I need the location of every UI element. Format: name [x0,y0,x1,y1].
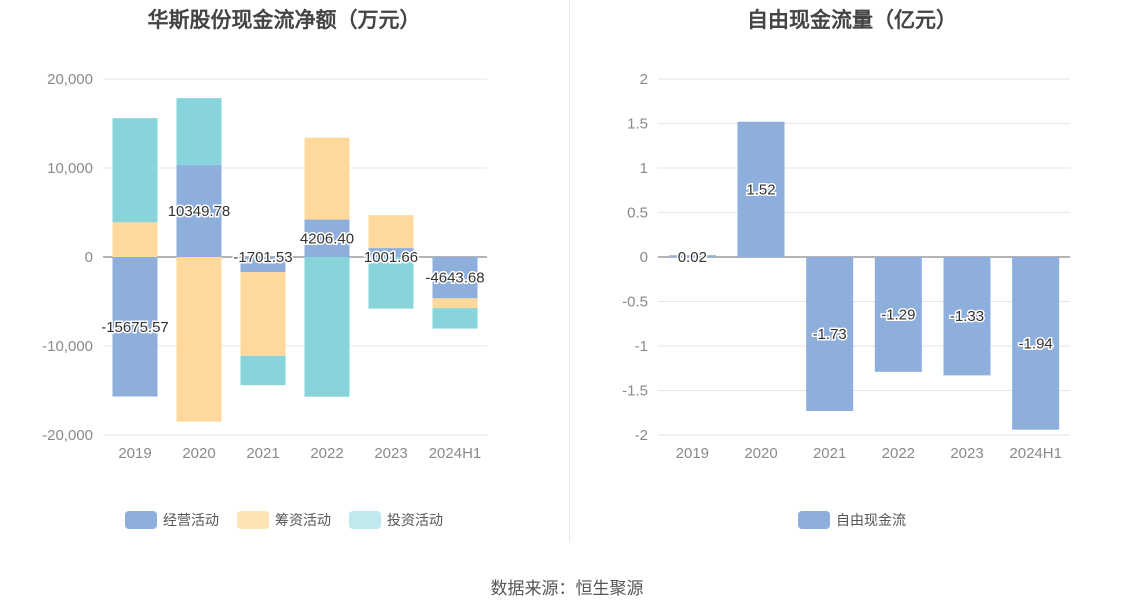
panel-divider [569,0,570,542]
cashflow-y-tick-label: 0 [85,249,93,266]
free-cashflow-bar-2020 [737,121,785,257]
cashflow-x-tick-label: 2020 [182,445,215,462]
cashflow-bar-筹资活动-2020 [176,257,222,422]
data-source-note: 数据来源：恒生聚源 [490,579,644,598]
cashflow-y-tick-label: -20,000 [42,427,93,444]
cashflow-bar-经营活动-2024H1 [432,257,478,299]
legend-item-free-cashflow[interactable]: 自由现金流 [798,510,906,530]
cashflow-bar-投资活动-2021 [240,355,286,386]
cashflow-bar-投资活动-2020 [176,98,222,165]
cashflow-bar-经营活动-2021 [240,257,286,273]
free-cashflow-y-tick-label: -2 [635,427,648,444]
free-cashflow-y-tick-label: -1 [635,338,648,355]
free-cashflow-y-tick-label: -1.5 [622,383,648,400]
free-cashflow-y-tick-label: 1.5 [627,116,648,133]
cashflow-chart-panel: 华斯股份现金流净额（万元） 20,000 10,000 0 -10,000 -20,00… [0,0,568,545]
free-cashflow-data-label-2020: 1.52 [746,181,775,198]
legend-swatch-investing [349,511,381,529]
legend-label-financing: 筹资活动 [275,512,331,528]
cashflow-bar-经营活动-2020 [176,164,222,257]
legend-label-investing: 投资活动 [387,512,443,528]
cashflow-bar-筹资活动-2024H1 [432,298,478,309]
legend-item-financing[interactable]: 筹资活动 [237,510,331,530]
legend-swatch-financing [237,511,269,529]
free-cashflow-data-label-2023: -1.33 [950,308,984,325]
free-cashflow-x-tick-label: 2022 [882,445,915,462]
cashflow-x-tick-label: 2022 [310,445,343,462]
cashflow-bar-经营活动-2023 [368,248,414,257]
free-cashflow-x-tick-label: 2024H1 [1009,445,1062,462]
free-cashflow-bar-2024H1 [1012,257,1060,430]
cashflow-bar-投资活动-2023 [368,257,414,309]
free-cashflow-x-tick-label: 2020 [744,445,777,462]
cashflow-chart-plot: 20,000 10,000 0 -10,000 -20,000 2019 2020 2021 2… [42,71,487,462]
cashflow-data-label-2023: 1001.66 [364,249,418,266]
free-cashflow-bar-2022 [874,257,922,372]
cashflow-chart-title: 华斯股份现金流净额（万元） [147,9,421,32]
free-cashflow-chart-panel: 自由现金流量（亿元） 2 1.5 1 0.5 0 -0.5 -1 -1.5 -2 2019 2020… [570,0,1134,545]
cashflow-x-tick-label: 2019 [118,445,151,462]
cashflow-data-label-2020: 10349.78 [168,203,231,220]
free-cashflow-x-tick-label: 2023 [950,445,983,462]
cashflow-bar-筹资活动-2021 [240,272,286,356]
cashflow-x-tick-label: 2023 [374,445,407,462]
cashflow-y-tick-label: 10,000 [47,160,93,177]
cashflow-y-tick-label: -10,000 [42,338,93,355]
cashflow-bar-经营活动-2022 [304,219,350,257]
free-cashflow-data-label-2019: 0.02 [678,249,707,266]
free-cashflow-y-tick-label: 0 [640,249,648,266]
free-cashflow-data-label-2024H1: -1.94 [1019,335,1053,352]
legend-swatch-free-cashflow [798,511,830,529]
cashflow-bar-投资活动-2024H1 [432,308,478,329]
free-cashflow-y-tick-label: 0.5 [627,205,648,222]
free-cashflow-data-label-2022: -1.29 [881,306,915,323]
free-cashflow-bar-2019 [668,255,716,257]
cashflow-bar-筹资活动-2022 [304,137,350,220]
cashflow-data-label-2022: 4206.40 [300,230,354,247]
cashflow-bar-筹资活动-2023 [368,215,414,249]
free-cashflow-x-tick-label: 2019 [676,445,709,462]
cashflow-bar-筹资活动-2019 [112,222,158,257]
cashflow-data-label-2024H1: -4643.68 [425,270,484,287]
free-cashflow-y-tick-label: -0.5 [622,294,648,311]
cashflow-legend: 经营活动 筹资活动 投资活动 [0,510,568,530]
free-cashflow-y-tick-label: 1 [640,160,648,177]
free-cashflow-data-label-2021: -1.73 [813,326,847,343]
legend-label-operating: 经营活动 [163,512,219,528]
cashflow-bar-投资活动-2019 [112,118,158,223]
cashflow-data-label-2019: -15675.57 [101,319,169,336]
free-cashflow-chart-title: 自由现金流量（亿元） [747,9,957,32]
legend-item-operating[interactable]: 经营活动 [125,510,219,530]
free-cashflow-chart-plot: 2 1.5 1 0.5 0 -0.5 -1 -1.5 -2 2019 2020 2021 2022 202… [622,71,1070,462]
legend-item-investing[interactable]: 投资活动 [349,510,443,530]
free-cashflow-y-tick-label: 2 [640,71,648,88]
free-cashflow-bar-2023 [943,257,991,376]
legend-label-free-cashflow: 自由现金流 [836,512,906,528]
cashflow-x-tick-label: 2021 [246,445,279,462]
cashflow-x-tick-label: 2024H1 [429,445,482,462]
cashflow-y-tick-label: 20,000 [47,71,93,88]
cashflow-bar-经营活动-2019 [112,257,158,397]
cashflow-bar-投资活动-2022 [304,257,350,397]
cashflow-data-label-2021: -1701.53 [233,249,292,266]
legend-swatch-operating [125,511,157,529]
free-cashflow-legend: 自由现金流 [570,510,1134,530]
free-cashflow-bar-2021 [806,257,854,411]
free-cashflow-x-tick-label: 2021 [813,445,846,462]
